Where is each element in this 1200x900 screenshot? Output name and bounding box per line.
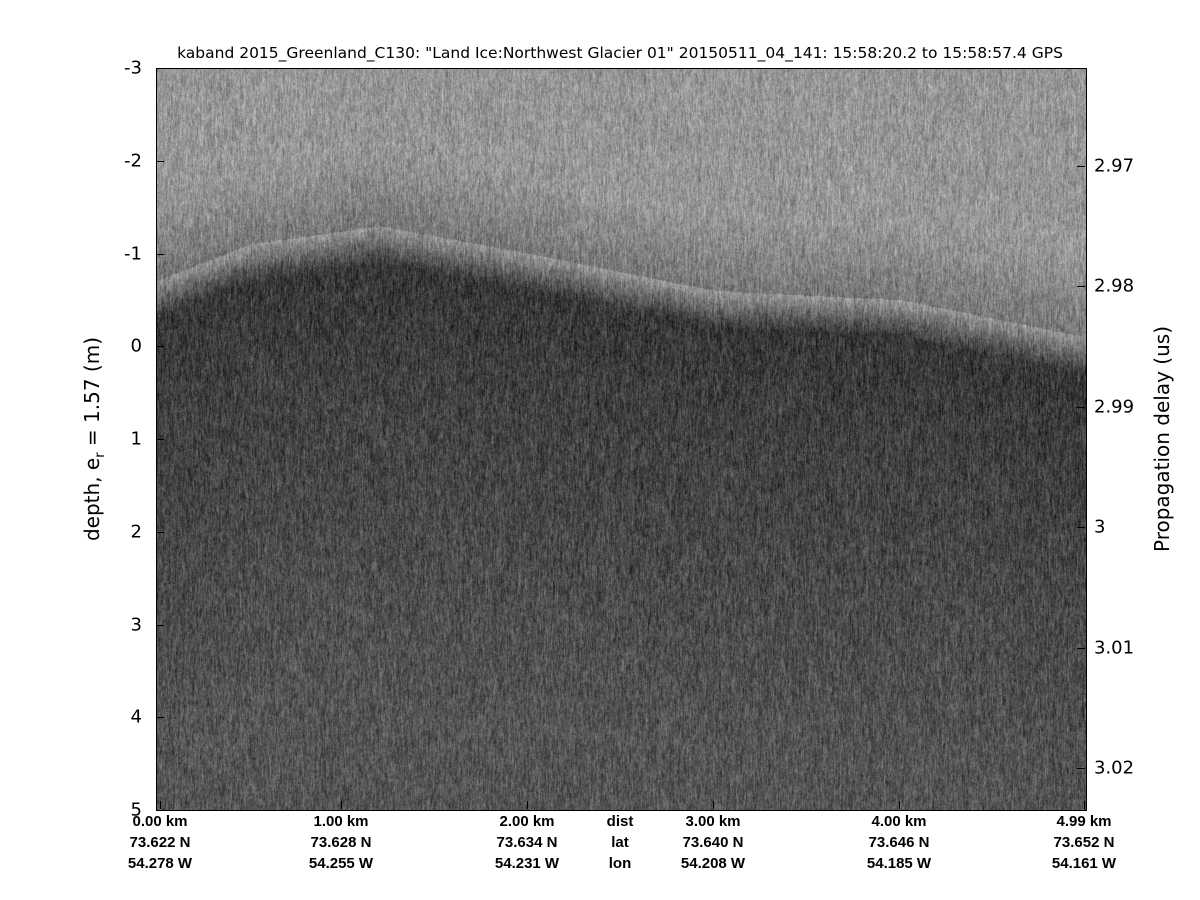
y2-tick-label: 3.02 xyxy=(1094,757,1135,779)
y2-axis-label: Propagation delay (us) xyxy=(1150,325,1174,553)
x-tick-mark xyxy=(899,801,900,809)
x-tick-mark xyxy=(527,801,528,809)
x-dist-label: 1.00 km xyxy=(313,813,369,830)
x-tick-mark xyxy=(341,801,342,809)
x-tick-mark xyxy=(1084,801,1085,809)
chart-title: kaband 2015_Greenland_C130: "Land Ice:No… xyxy=(177,44,1063,62)
y-tick-mark xyxy=(156,531,164,533)
y2-tick-mark xyxy=(1077,166,1085,167)
y-tick-label: 5 xyxy=(130,799,142,821)
y-tick-mark xyxy=(156,253,164,255)
x-dist-label: 3.00 km xyxy=(685,813,741,830)
y-tick-mark xyxy=(156,717,164,719)
x-row-name-dist: dist xyxy=(606,813,634,830)
y-label-text: depth, e xyxy=(80,457,104,542)
x-lat-label: 73.652 N xyxy=(1053,834,1115,851)
y-tick-label: 1 xyxy=(130,428,142,450)
x-tick-mark xyxy=(160,801,161,809)
y-tick-mark xyxy=(156,439,164,440)
x-lon-label: 54.255 W xyxy=(308,855,374,872)
y2-tick-label: 2.97 xyxy=(1094,155,1135,177)
y-tick-label: 4 xyxy=(130,706,142,728)
x-dist-label: 0.00 km xyxy=(132,813,188,830)
y-tick-mark xyxy=(156,68,164,69)
echogram-image xyxy=(156,68,1086,810)
y-axis-label: depth, er = 1.57 (m) xyxy=(80,337,108,541)
y2-tick-label: 2.99 xyxy=(1094,396,1135,418)
x-row-name-lon: lon xyxy=(608,855,632,872)
y-label-rest: = 1.57 (m) xyxy=(80,336,104,453)
x-lon-label: 54.161 W xyxy=(1051,855,1117,872)
x-row-name-lat: lat xyxy=(611,834,629,851)
y-tick-label: 0 xyxy=(130,335,142,357)
y-tick-mark xyxy=(156,346,164,348)
x-lat-label: 73.646 N xyxy=(868,834,930,851)
y-tick-label: 3 xyxy=(130,614,142,635)
x-lon-label: 54.278 W xyxy=(127,855,193,872)
x-lat-label: 73.628 N xyxy=(310,834,372,851)
y2-tick-label: 2.98 xyxy=(1094,275,1135,297)
x-dist-label: 4.99 km xyxy=(1056,813,1112,830)
y2-tick-mark xyxy=(1077,286,1085,288)
x-lon-label: 54.208 W xyxy=(680,855,746,872)
y2-tick-mark xyxy=(1077,406,1085,408)
y-label-sub: r xyxy=(93,452,108,458)
y2-tick-mark xyxy=(1077,768,1085,769)
x-lon-label: 54.185 W xyxy=(866,855,932,872)
y-tick-label: -2 xyxy=(124,150,142,172)
y2-tick-label: 3.01 xyxy=(1094,637,1135,659)
y-tick-mark xyxy=(156,810,164,811)
y2-tick-mark xyxy=(1077,647,1085,649)
x-lat-label: 73.640 N xyxy=(682,834,744,851)
y2-tick-label: 3 xyxy=(1094,516,1106,538)
y-tick-label: -3 xyxy=(124,57,142,79)
x-lon-label: 54.231 W xyxy=(494,855,560,872)
y-tick-mark xyxy=(156,624,164,626)
x-dist-label: 2.00 km xyxy=(499,813,555,830)
y-tick-label: -1 xyxy=(124,243,142,264)
x-dist-label: 4.00 km xyxy=(871,813,927,830)
y-tick-mark xyxy=(156,160,164,162)
x-lat-label: 73.634 N xyxy=(496,834,558,851)
y-tick-label: 2 xyxy=(130,521,142,543)
x-lat-label: 73.622 N xyxy=(129,834,191,851)
y2-tick-mark xyxy=(1077,527,1085,529)
x-tick-mark xyxy=(713,801,714,809)
